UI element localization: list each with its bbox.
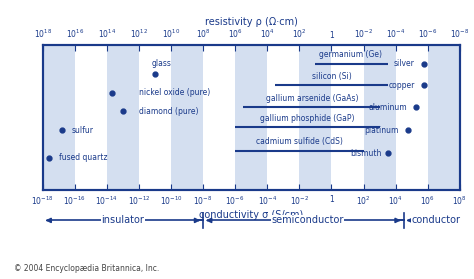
Text: silver: silver bbox=[394, 59, 415, 68]
Text: gallium phosphide (GaP): gallium phosphide (GaP) bbox=[260, 114, 355, 123]
Bar bbox=[300, 45, 331, 190]
Text: copper: copper bbox=[389, 81, 415, 90]
Text: aluminum: aluminum bbox=[368, 102, 407, 112]
Bar bbox=[171, 45, 203, 190]
Text: germanium (Ge): germanium (Ge) bbox=[319, 50, 382, 59]
Text: semiconductor: semiconductor bbox=[271, 215, 344, 225]
Text: fused quartz: fused quartz bbox=[59, 153, 107, 162]
Bar bbox=[364, 45, 396, 190]
Bar bbox=[107, 45, 139, 190]
Text: © 2004 Encyclopædia Britannica, Inc.: © 2004 Encyclopædia Britannica, Inc. bbox=[14, 264, 159, 273]
Text: conductor: conductor bbox=[411, 215, 460, 225]
Text: sulfur: sulfur bbox=[72, 126, 93, 135]
Text: glass: glass bbox=[151, 59, 171, 68]
Text: nickel oxide (pure): nickel oxide (pure) bbox=[139, 88, 210, 97]
X-axis label: conductivity σ (S/cm): conductivity σ (S/cm) bbox=[199, 210, 303, 220]
X-axis label: resistivity ρ (Ω·cm): resistivity ρ (Ω·cm) bbox=[205, 17, 298, 27]
Text: silicon (Si): silicon (Si) bbox=[311, 72, 351, 81]
Text: platinum: platinum bbox=[365, 126, 399, 135]
Text: gallium arsenide (GaAs): gallium arsenide (GaAs) bbox=[266, 94, 358, 103]
Text: insulator: insulator bbox=[101, 215, 144, 225]
Bar bbox=[235, 45, 267, 190]
Text: bismuth: bismuth bbox=[350, 149, 381, 158]
Text: cadmium sulfide (CdS): cadmium sulfide (CdS) bbox=[256, 137, 343, 146]
Bar bbox=[43, 45, 75, 190]
Text: diamond (pure): diamond (pure) bbox=[139, 107, 199, 116]
Bar bbox=[428, 45, 460, 190]
